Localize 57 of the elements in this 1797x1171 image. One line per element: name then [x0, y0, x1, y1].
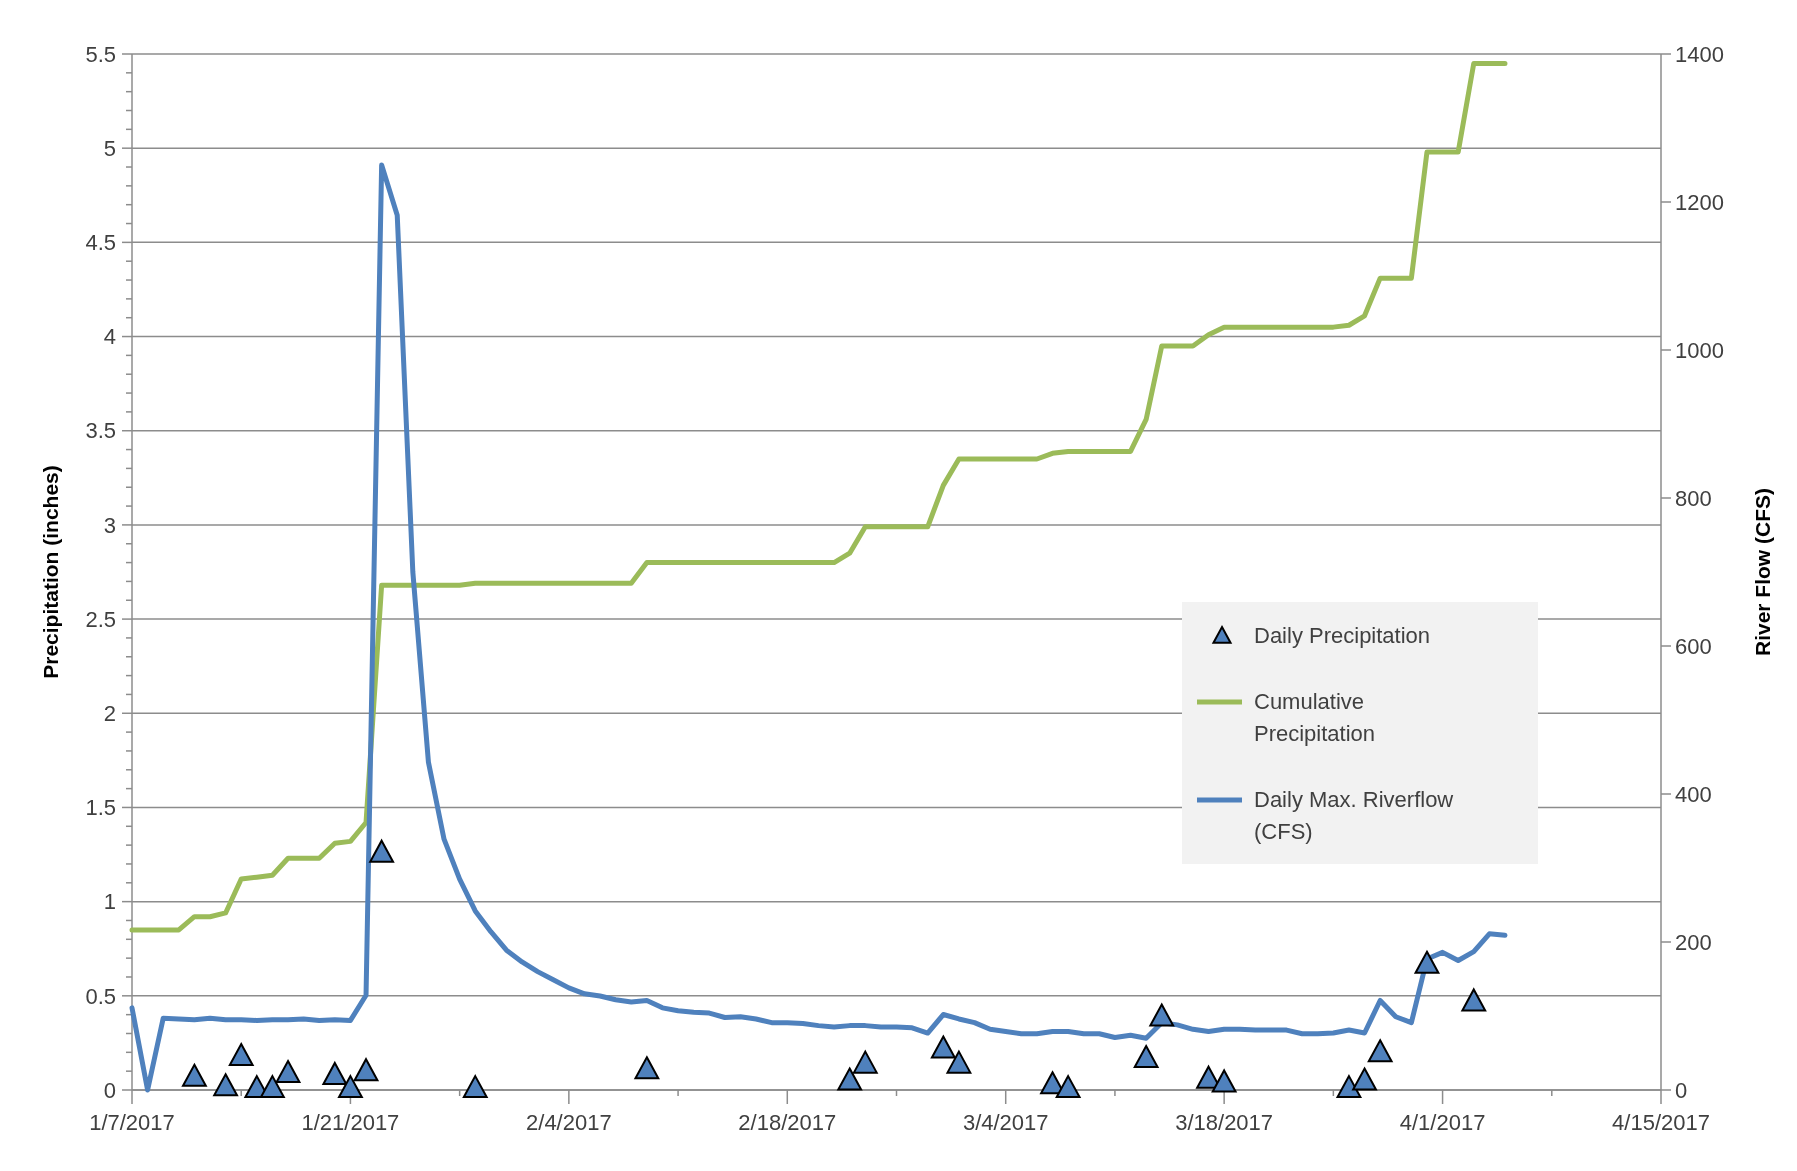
y2-tick-label: 0 [1675, 1077, 1688, 1103]
point [182, 1063, 207, 1087]
y-tick-label: 4.5 [85, 230, 116, 256]
legend-label: Cumulative Precipitation [1254, 689, 1376, 747]
point [1352, 1067, 1377, 1091]
y-tick-label: 0 [103, 1077, 116, 1103]
x-tick-label: 3/18/2017 [1175, 1110, 1274, 1135]
point [852, 1050, 878, 1074]
y-tick-label: 3 [103, 512, 116, 538]
y2-tick-label: 1000 [1675, 337, 1724, 363]
point [1336, 1075, 1362, 1099]
y2-tick-label: 200 [1675, 929, 1712, 955]
x-tick-label: 4/1/2017 [1399, 1110, 1486, 1135]
point [213, 1073, 239, 1097]
point [1055, 1075, 1081, 1099]
y-tick-label: 3.5 [85, 418, 116, 444]
point [1133, 1044, 1159, 1068]
y2-tick-label: 1200 [1675, 189, 1724, 215]
y-tick-label: 2.5 [85, 606, 116, 632]
point [1367, 1039, 1393, 1063]
x-tick-label: 2/18/2017 [738, 1110, 837, 1135]
x-tick-label: 1/21/2017 [301, 1110, 400, 1135]
point [837, 1067, 863, 1091]
point [462, 1075, 488, 1099]
point [322, 1061, 348, 1085]
x-tick-label: 1/7/2017 [89, 1110, 175, 1135]
point [353, 1058, 379, 1082]
point [260, 1075, 285, 1099]
y-tick-label: 1.5 [85, 795, 116, 821]
point [1149, 1003, 1175, 1027]
point [1461, 988, 1487, 1012]
point [369, 839, 395, 863]
y-tick-label: 5.5 [85, 41, 116, 67]
y-axis-title: Precipitation (inches) [39, 465, 62, 679]
point [1211, 1069, 1237, 1093]
point [228, 1043, 254, 1067]
point [634, 1056, 660, 1080]
y-tick-label: 2 [103, 700, 116, 726]
point [275, 1060, 301, 1084]
y-tick-label: 0.5 [85, 983, 116, 1009]
y-tick-label: 1 [103, 889, 116, 915]
x-tick-label: 3/4/2017 [962, 1110, 1049, 1135]
point [946, 1050, 972, 1074]
y2-axis-title: River Flow (CFS) [1751, 487, 1774, 657]
legend-label: Daily Precipitation [1254, 623, 1431, 649]
y-tick-label: 5 [103, 135, 116, 161]
y2-tick-label: 800 [1675, 485, 1712, 511]
y2-tick-label: 1400 [1675, 41, 1724, 67]
x-tick-label: 2/4/2017 [526, 1110, 612, 1135]
point [338, 1075, 363, 1099]
y2-tick-label: 600 [1675, 633, 1712, 659]
y-tick-label: 4 [103, 324, 116, 350]
legend-label: Daily Max. Riverflow (CFS) [1254, 787, 1454, 845]
point [1414, 950, 1440, 974]
point [930, 1035, 956, 1059]
y2-tick-label: 400 [1675, 781, 1712, 807]
x-tick-label: 4/15/2017 [1612, 1110, 1710, 1135]
